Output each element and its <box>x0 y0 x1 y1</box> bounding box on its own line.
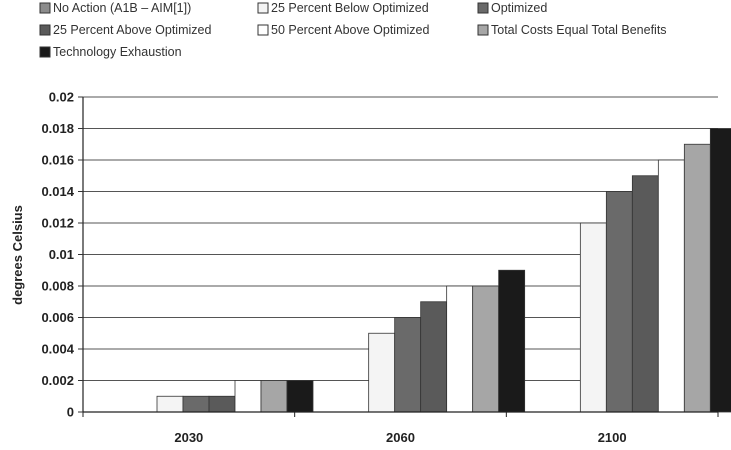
y-axis-label: degrees Celsius <box>10 205 25 305</box>
legend-label: 50 Percent Above Optimized <box>271 23 429 37</box>
bar-2100-5 <box>657 159 685 413</box>
legend-swatch <box>39 46 51 58</box>
bar-2060-4 <box>420 301 448 413</box>
bar-2030-6 <box>260 380 288 413</box>
bar-2060-2 <box>368 332 396 413</box>
y-tick-label: 0 <box>67 405 74 420</box>
legend-label: Optimized <box>491 1 547 15</box>
y-tick-label: 0.02 <box>49 90 74 105</box>
y-tick-label: 0.014 <box>41 184 74 199</box>
legend-swatch <box>257 2 269 14</box>
bar-2030-2 <box>156 395 184 413</box>
bar-2060-5 <box>446 285 474 413</box>
legend-swatch <box>39 24 51 36</box>
y-tick-label: 0.012 <box>41 216 74 231</box>
bar-2100-6 <box>683 143 711 413</box>
chart-legend: No Action (A1B – AIM[1]) 25 Percent Below… <box>39 1 667 59</box>
bar-2030-5 <box>234 380 262 413</box>
legend-swatch <box>477 24 489 36</box>
bars <box>156 128 731 413</box>
bar-2030-7 <box>286 380 314 413</box>
y-tick-label: 0.004 <box>41 342 74 357</box>
x-tick-label: 2100 <box>598 430 627 445</box>
legend-label: No Action (A1B – AIM[1]) <box>53 1 191 15</box>
legend-label: 25 Percent Below Optimized <box>271 1 429 15</box>
bar-2100-4 <box>631 175 659 413</box>
y-tick-label: 0.008 <box>41 279 74 294</box>
legend-swatch <box>477 2 489 14</box>
y-tick-label: 0.002 <box>41 373 74 388</box>
bar-2100-2 <box>579 222 607 413</box>
gridlines <box>83 96 718 381</box>
legend-swatch <box>257 24 269 36</box>
bar-2060-3 <box>394 317 422 413</box>
y-tick-labels: 0 0.002 0.004 0.006 0.008 0.01 0.012 0.014 0.016… <box>41 90 83 420</box>
y-tick-label: 0.006 <box>41 310 74 325</box>
y-tick-label: 0.016 <box>41 153 74 168</box>
legend-label: 25 Percent Above Optimized <box>53 23 211 37</box>
legend-label: Total Costs Equal Total Benefits <box>491 23 667 37</box>
bar-2030-4 <box>208 395 236 413</box>
x-tick-labels: 2030 2060 2100 <box>174 430 626 445</box>
bar-2100-7 <box>709 128 731 413</box>
x-tick-label: 2060 <box>386 430 415 445</box>
bar-2060-7 <box>498 269 526 413</box>
x-tick-label: 2030 <box>174 430 203 445</box>
y-tick-label: 0.018 <box>41 121 74 136</box>
legend-label: Technology Exhaustion <box>53 45 182 59</box>
bar-2060-6 <box>472 285 500 413</box>
bar-2100-3 <box>605 191 633 413</box>
legend-swatch <box>39 2 51 14</box>
bar-2030-3 <box>182 395 210 413</box>
y-tick-label: 0.01 <box>49 247 74 262</box>
